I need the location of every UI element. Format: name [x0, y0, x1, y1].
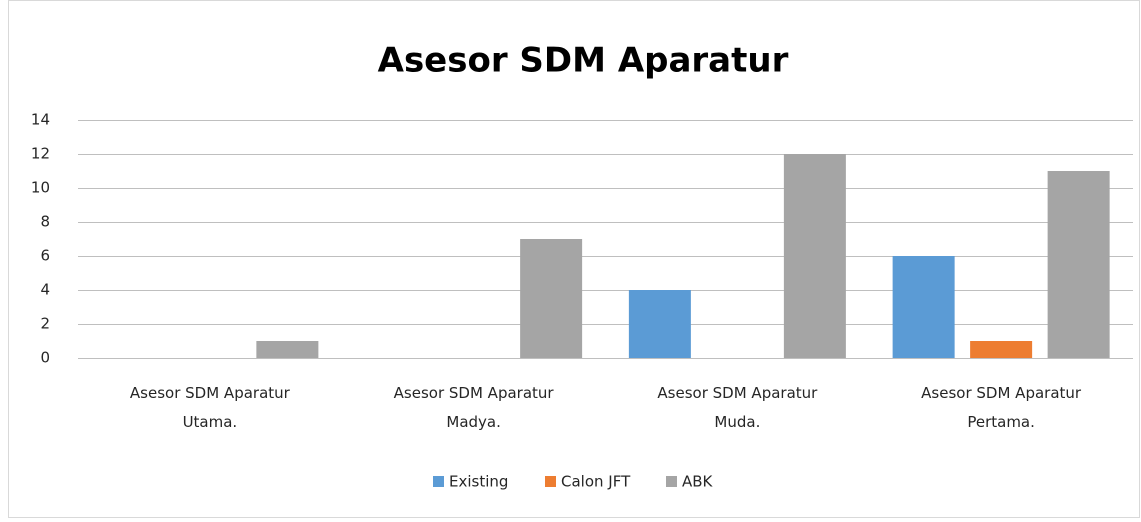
y-tick-label: 2 — [40, 315, 50, 333]
y-tick-label: 8 — [40, 213, 50, 231]
x-tick-label-line: Muda. — [714, 413, 760, 431]
x-tick-label: Asesor SDM Aparatur Utama. — [130, 384, 291, 431]
bar — [970, 341, 1033, 358]
x-tick-label-line: Utama. — [183, 413, 238, 431]
y-tick-label: 10 — [31, 179, 50, 197]
x-tick-label-line: Asesor SDM Aparatur — [130, 384, 291, 402]
bar — [783, 154, 846, 358]
x-tick-label-line: Pertama. — [967, 413, 1035, 431]
bar — [1047, 171, 1110, 358]
y-tick-label: 12 — [31, 145, 50, 163]
legend-label: Existing — [449, 473, 508, 491]
chart-title: Asesor SDM Aparatur — [378, 41, 789, 81]
x-tick-label: Asesor SDM Aparatur Pertama. — [921, 384, 1082, 431]
y-tick-label: 6 — [40, 247, 50, 265]
x-tick-label: Asesor SDM Aparatur Muda. — [657, 384, 818, 431]
x-tick-label-line: Madya. — [446, 413, 501, 431]
x-tick-label-line: Asesor SDM Aparatur — [921, 384, 1082, 402]
bar — [892, 256, 955, 358]
legend-label: Calon JFT — [561, 473, 631, 491]
x-tick-label-line: Asesor SDM Aparatur — [657, 384, 818, 402]
y-tick-label: 14 — [31, 111, 50, 129]
legend-swatch — [545, 476, 556, 487]
legend-label: ABK — [682, 473, 714, 491]
y-tick-label: 0 — [40, 349, 50, 367]
bar — [520, 239, 583, 358]
legend-swatch — [433, 476, 444, 487]
x-tick-label-line: Asesor SDM Aparatur — [394, 384, 555, 402]
x-tick-label: Asesor SDM Aparatur Madya. — [394, 384, 555, 431]
bar — [256, 341, 319, 358]
bar — [628, 290, 691, 358]
y-tick-label: 4 — [40, 281, 50, 299]
legend-swatch — [666, 476, 677, 487]
